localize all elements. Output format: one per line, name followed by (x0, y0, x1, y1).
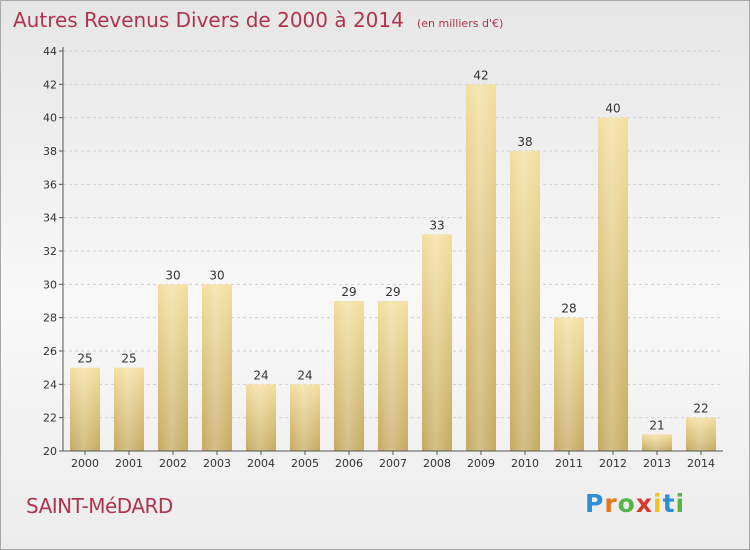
x-tick-label: 2002 (159, 457, 187, 470)
data-label: 42 (473, 68, 488, 82)
data-label: 40 (605, 102, 620, 116)
data-label: 25 (77, 352, 92, 366)
bar-highlight (158, 284, 188, 451)
x-tick-label: 2001 (115, 457, 143, 470)
x-tick-label: 2000 (71, 457, 99, 470)
location-label: SAINT-MéDARD (26, 494, 173, 518)
y-tick-label: 28 (43, 312, 57, 325)
proxiti-logo: Proxiti (585, 489, 686, 518)
chart-subtitle: (en milliers d'€) (416, 17, 504, 30)
bar-highlight (70, 367, 100, 451)
y-tick-label: 44 (43, 45, 57, 58)
y-tick-label: 42 (43, 78, 57, 91)
bar-highlight (290, 384, 320, 451)
y-tick-label: 34 (43, 212, 57, 225)
data-label: 24 (253, 368, 268, 382)
y-tick-label: 38 (43, 145, 57, 158)
y-tick-label: 40 (43, 112, 57, 125)
data-label: 24 (297, 368, 312, 382)
y-tick-label: 32 (43, 245, 57, 258)
bar-highlight (686, 417, 716, 451)
data-label: 28 (561, 302, 576, 316)
axis-layer: 20 22 24 26 28 30 32 34 36 38 40 42 44 2000 2001 2002 20… (43, 45, 723, 470)
x-tick-label: 2007 (379, 457, 407, 470)
bar-highlight (510, 151, 540, 451)
bar-highlight (422, 234, 452, 451)
bar-highlight (334, 301, 364, 451)
bar-highlight (554, 317, 584, 451)
x-tick-label: 2013 (643, 457, 671, 470)
data-label: 21 (649, 418, 664, 432)
x-tick-label: 2008 (423, 457, 451, 470)
x-tick-label: 2012 (599, 457, 627, 470)
bar-highlight (598, 117, 628, 452)
data-label: 29 (341, 285, 356, 299)
bar-highlight (114, 367, 144, 451)
data-label: 29 (385, 285, 400, 299)
y-tick-label: 26 (43, 345, 57, 358)
data-label: 22 (693, 402, 708, 416)
bars-layer: 25 25 30 30 24 24 29 29 33 42 38 28 40 21 22 (70, 68, 716, 452)
x-tick-label: 2005 (291, 457, 319, 470)
data-label: 38 (517, 135, 532, 149)
x-tick-label: 2009 (467, 457, 495, 470)
data-label: 30 (165, 268, 180, 282)
x-tick-label: 2006 (335, 457, 363, 470)
bar-highlight (246, 384, 276, 451)
x-tick-label: 2003 (203, 457, 231, 470)
x-tick-label: 2014 (687, 457, 715, 470)
y-tick-label: 24 (43, 378, 57, 391)
y-tick-label: 20 (43, 445, 57, 458)
bar-highlight (466, 84, 496, 451)
bar-highlight (202, 284, 232, 451)
y-tick-label: 22 (43, 412, 57, 425)
x-tick-label: 2004 (247, 457, 275, 470)
data-label: 25 (121, 352, 136, 366)
title-row: Autres Revenus Divers de 2000 à 2014 (en… (13, 8, 503, 32)
bar-highlight (642, 434, 672, 451)
data-label: 30 (209, 268, 224, 282)
x-tick-label: 2011 (555, 457, 583, 470)
y-tick-label: 36 (43, 178, 57, 191)
y-tick-label: 30 (43, 278, 57, 291)
data-label: 33 (429, 218, 444, 232)
bar-highlight (378, 301, 408, 451)
chart-title: Autres Revenus Divers de 2000 à 2014 (13, 8, 404, 32)
x-tick-label: 2010 (511, 457, 539, 470)
